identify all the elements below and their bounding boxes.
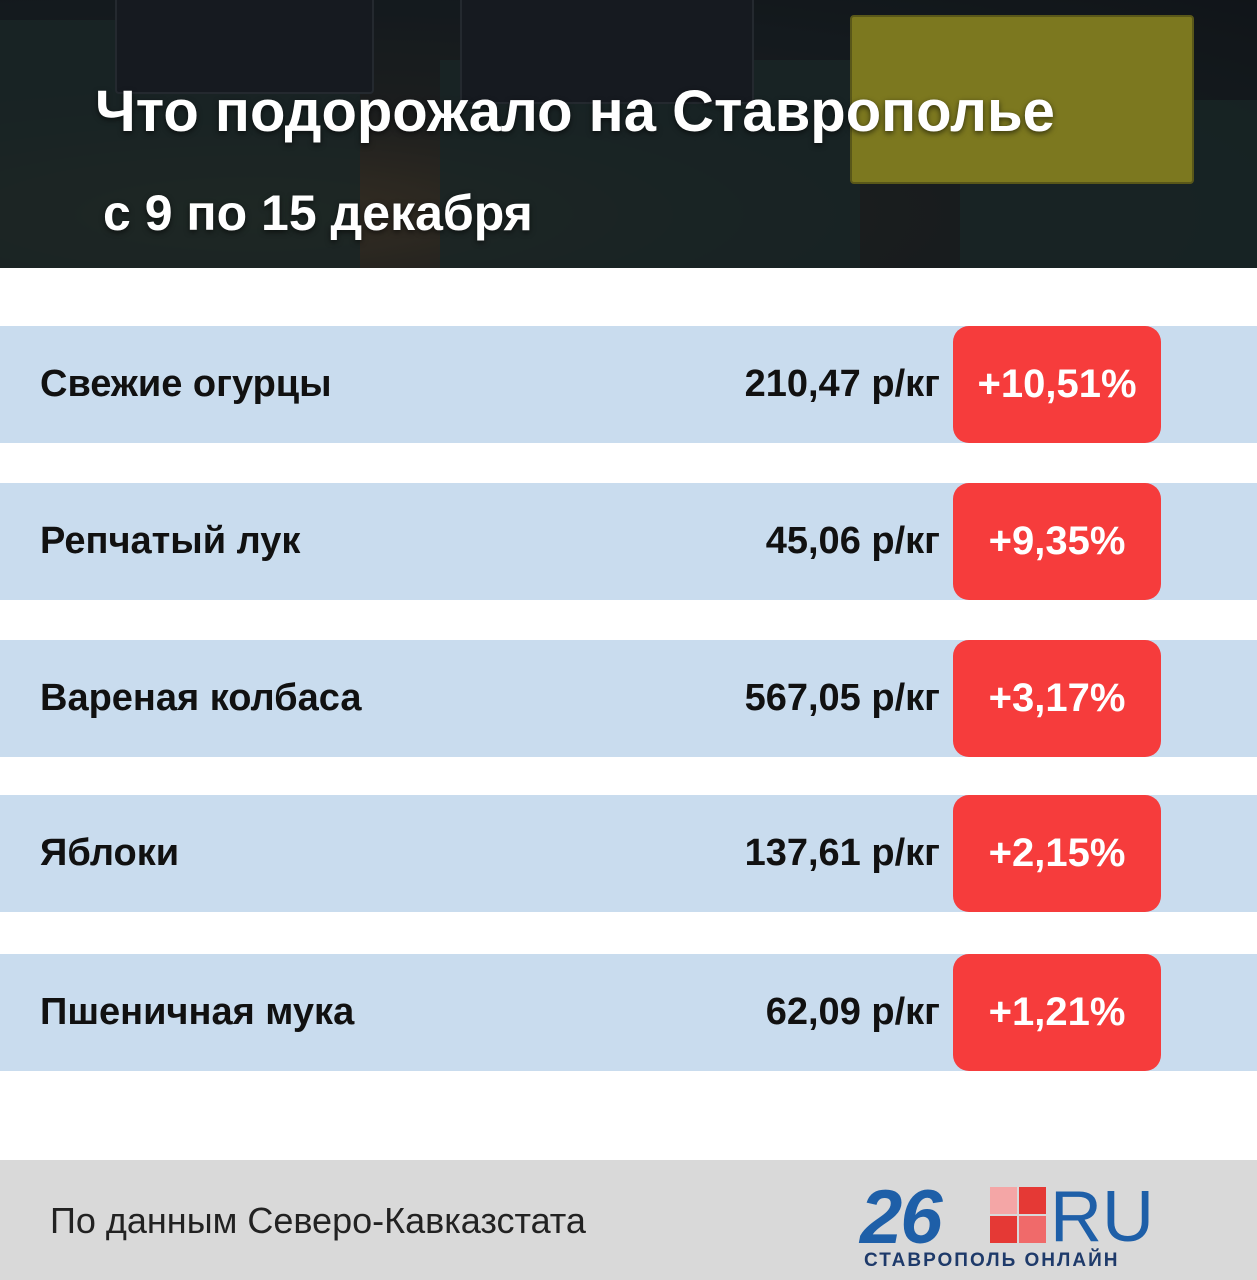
header-photo: Что подорожало на Ставрополье с 9 по 15 … (0, 0, 1257, 268)
logo-suffix: RU (1050, 1177, 1154, 1257)
change-badge: +10,51% (953, 326, 1161, 443)
change-badge: +1,21% (953, 954, 1161, 1071)
change-badge: +9,35% (953, 483, 1161, 600)
row: Яблоки 137,61 р/кг +2,15% (0, 795, 1257, 912)
product-name: Вареная колбаса (40, 677, 362, 719)
logo-number: 26 (860, 1175, 943, 1260)
price-tag (115, 0, 374, 94)
row: Пшеничная мука 62,09 р/кг +1,21% (0, 954, 1257, 1071)
overlay (0, 0, 1257, 268)
row: Репчатый лук 45,06 р/кг +9,35% (0, 483, 1257, 600)
source: По данным Северо-Кавказстата (50, 1200, 586, 1241)
product-name: Яблоки (40, 832, 180, 874)
logo-caption: СТАВРОПОЛЬ ОНЛАЙН (864, 1250, 1120, 1271)
change-badge: +3,17% (953, 640, 1161, 757)
row: Вареная колбаса 567,05 р/кг +3,17% (0, 640, 1257, 757)
row: Свежие огурцы 210,47 р/кг +10,51% (0, 326, 1257, 443)
product-name: Репчатый лук (40, 520, 301, 562)
price: 45,06 р/кг (765, 520, 940, 562)
product-name: Пшеничная мука (40, 991, 355, 1033)
footer: По данным Северо-Кавказстата 26 RU СТАВР… (0, 1160, 1257, 1280)
price-tag (460, 0, 754, 104)
subtitle: с 9 по 15 декабря (103, 185, 533, 241)
product-name: Свежие огурцы (40, 363, 332, 405)
price: 137,61 р/кг (744, 832, 940, 874)
logo-squares (990, 1187, 1046, 1243)
price-tag (850, 15, 1194, 184)
price: 210,47 р/кг (744, 363, 940, 405)
price: 567,05 р/кг (744, 677, 940, 719)
change-badge: +2,15% (953, 795, 1161, 912)
title: Что подорожало на Ставрополье (95, 79, 1055, 144)
price: 62,09 р/кг (765, 991, 940, 1033)
